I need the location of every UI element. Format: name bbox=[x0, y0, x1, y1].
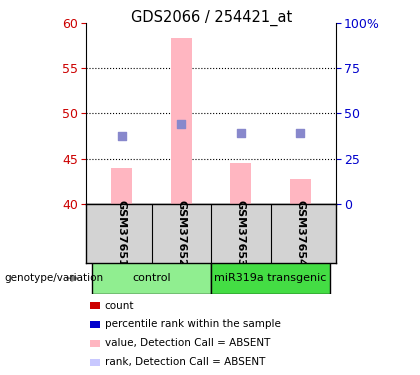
FancyArrowPatch shape bbox=[67, 276, 77, 281]
Bar bbox=[92, 262, 211, 294]
Bar bbox=[111, 168, 132, 204]
Point bbox=[297, 130, 304, 136]
Text: genotype/variation: genotype/variation bbox=[4, 273, 103, 283]
Text: GSM37653: GSM37653 bbox=[236, 200, 246, 267]
Text: rank, Detection Call = ABSENT: rank, Detection Call = ABSENT bbox=[105, 357, 265, 367]
Text: GSM37652: GSM37652 bbox=[176, 200, 186, 267]
Text: control: control bbox=[132, 273, 171, 284]
Text: percentile rank within the sample: percentile rank within the sample bbox=[105, 320, 281, 329]
Text: miR319a transgenic: miR319a transgenic bbox=[214, 273, 327, 284]
Bar bbox=[290, 179, 311, 204]
Text: GSM37654: GSM37654 bbox=[295, 200, 305, 267]
Bar bbox=[231, 164, 251, 204]
Bar bbox=[171, 38, 192, 204]
Text: value, Detection Call = ABSENT: value, Detection Call = ABSENT bbox=[105, 338, 270, 348]
Text: count: count bbox=[105, 301, 134, 310]
Text: GSM37651: GSM37651 bbox=[117, 200, 127, 267]
Bar bbox=[211, 262, 330, 294]
Point bbox=[118, 133, 125, 139]
Text: GDS2066 / 254421_at: GDS2066 / 254421_at bbox=[131, 9, 293, 26]
Point bbox=[237, 130, 244, 136]
Point bbox=[178, 122, 185, 128]
